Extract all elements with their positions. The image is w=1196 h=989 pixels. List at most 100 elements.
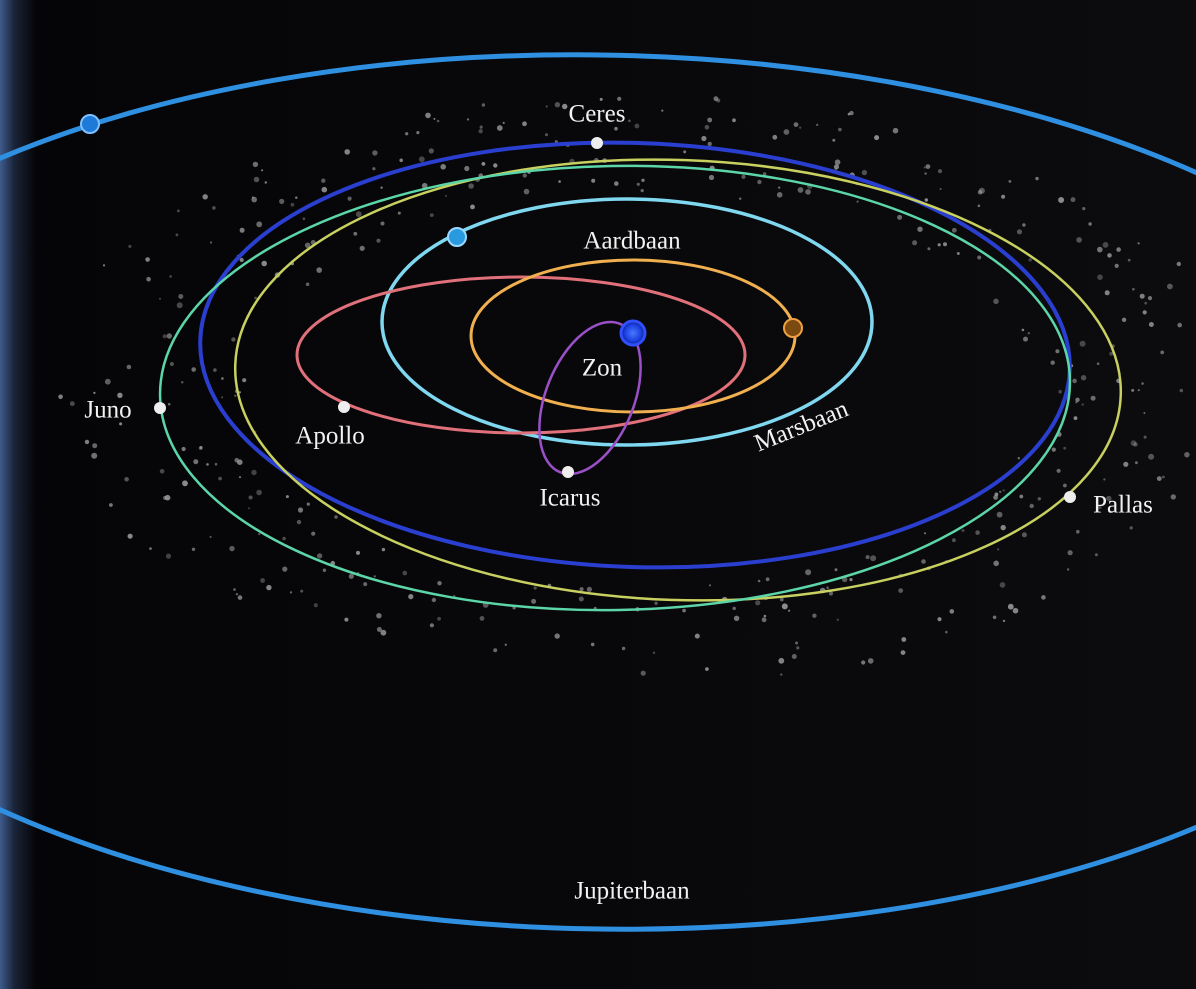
asteroid <box>816 123 819 126</box>
asteroid <box>704 124 710 130</box>
asteroid <box>436 119 440 123</box>
asteroid <box>949 609 955 614</box>
asteroid <box>92 443 98 449</box>
asteroid <box>599 97 603 101</box>
asteroid <box>356 550 360 555</box>
asteroid <box>1090 395 1096 401</box>
asteroid <box>264 181 267 184</box>
asteroid <box>1016 229 1023 235</box>
asteroid <box>363 582 368 587</box>
asteroid <box>961 529 965 532</box>
asteroid <box>1051 447 1056 452</box>
asteroid <box>1123 461 1129 467</box>
asteroid <box>248 495 253 500</box>
asteroid <box>707 141 712 147</box>
asteroid <box>1079 340 1086 347</box>
asteroid <box>865 555 870 560</box>
asteroid <box>1097 246 1103 253</box>
asteroid <box>238 391 241 394</box>
asteroid <box>897 214 903 220</box>
asteroid <box>297 507 304 513</box>
asteroid <box>146 276 151 282</box>
earth <box>783 318 803 338</box>
asteroid <box>193 459 199 465</box>
asteroid <box>861 660 866 665</box>
asteroid <box>978 187 985 194</box>
asteroid <box>1094 553 1098 557</box>
asteroid <box>951 227 957 233</box>
asteroid <box>1114 263 1119 268</box>
asteroid <box>1022 223 1026 227</box>
label: Aardbaan <box>583 228 681 255</box>
asteroid <box>359 245 365 251</box>
asteroid <box>1106 495 1112 502</box>
asteroid <box>322 568 327 572</box>
asteroid <box>522 173 527 178</box>
asteroid <box>945 630 948 634</box>
asteroid <box>834 159 841 165</box>
asteroid <box>705 667 709 671</box>
asteroid <box>206 463 209 466</box>
asteroid <box>175 233 179 237</box>
asteroid <box>1063 483 1067 488</box>
asteroid <box>924 532 926 535</box>
asteroid <box>479 125 483 129</box>
jupiter <box>80 114 100 134</box>
asteroid <box>772 134 778 140</box>
asteroid <box>425 112 431 119</box>
asteroid <box>117 392 123 398</box>
asteroid <box>1103 478 1106 481</box>
asteroid <box>628 119 631 123</box>
asteroid <box>1023 336 1028 342</box>
asteroid <box>353 231 358 236</box>
asteroid <box>937 169 943 174</box>
asteroid <box>231 337 236 342</box>
asteroid <box>279 198 285 204</box>
asteroid <box>470 204 475 210</box>
asteroid <box>713 96 719 102</box>
asteroid <box>372 167 376 171</box>
asteroid <box>641 178 645 182</box>
asteroid <box>1070 197 1076 203</box>
asteroid <box>1177 322 1182 328</box>
asteroid <box>481 162 486 166</box>
asteroid <box>1129 526 1133 530</box>
asteroid <box>797 187 804 193</box>
asteroid <box>1109 351 1114 356</box>
asteroid <box>778 186 781 189</box>
asteroid <box>1170 494 1177 500</box>
asteroid <box>305 282 310 287</box>
asteroid <box>266 584 272 591</box>
asteroid <box>167 402 171 406</box>
asteroid <box>493 163 498 168</box>
asteroid <box>431 597 437 603</box>
label: Juno <box>84 397 131 424</box>
label: Apollo <box>295 423 364 450</box>
asteroid <box>145 257 150 262</box>
asteroid <box>1037 497 1042 501</box>
asteroid <box>900 650 906 655</box>
asteroid <box>1002 489 1005 492</box>
asteroid <box>261 260 268 267</box>
asteroid <box>493 648 498 653</box>
asteroid <box>372 150 378 156</box>
asteroid <box>159 297 161 300</box>
asteroid <box>924 172 927 175</box>
asteroid <box>233 588 236 591</box>
asteroid <box>682 608 686 613</box>
juno-orbit <box>158 164 1072 612</box>
asteroid <box>444 194 447 197</box>
asteroid <box>788 609 791 612</box>
asteroid <box>306 502 310 506</box>
asteroid <box>1137 242 1140 245</box>
asteroid <box>732 118 736 123</box>
asteroid <box>1148 453 1155 460</box>
asteroid <box>1104 290 1110 296</box>
asteroid <box>464 165 470 172</box>
asteroid <box>1102 242 1109 248</box>
asteroid <box>468 183 474 189</box>
asteroid <box>212 206 216 210</box>
asteroid <box>1097 274 1103 281</box>
asteroid <box>1076 237 1082 243</box>
asteroid <box>1050 360 1055 365</box>
